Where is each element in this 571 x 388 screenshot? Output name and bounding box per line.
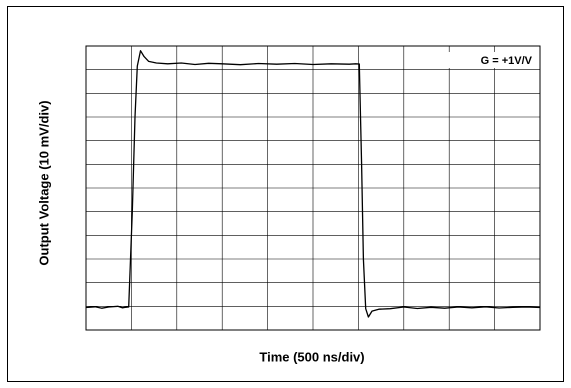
chart-frame — [7, 6, 564, 382]
plot-border — [85, 45, 541, 331]
annotation-background — [442, 52, 536, 68]
waveform-trace — [85, 50, 541, 318]
x-axis-label: Time (500 ns/div) — [259, 349, 365, 365]
grid — [86, 46, 540, 330]
gain-annotation: G = +1V/V — [481, 55, 533, 67]
